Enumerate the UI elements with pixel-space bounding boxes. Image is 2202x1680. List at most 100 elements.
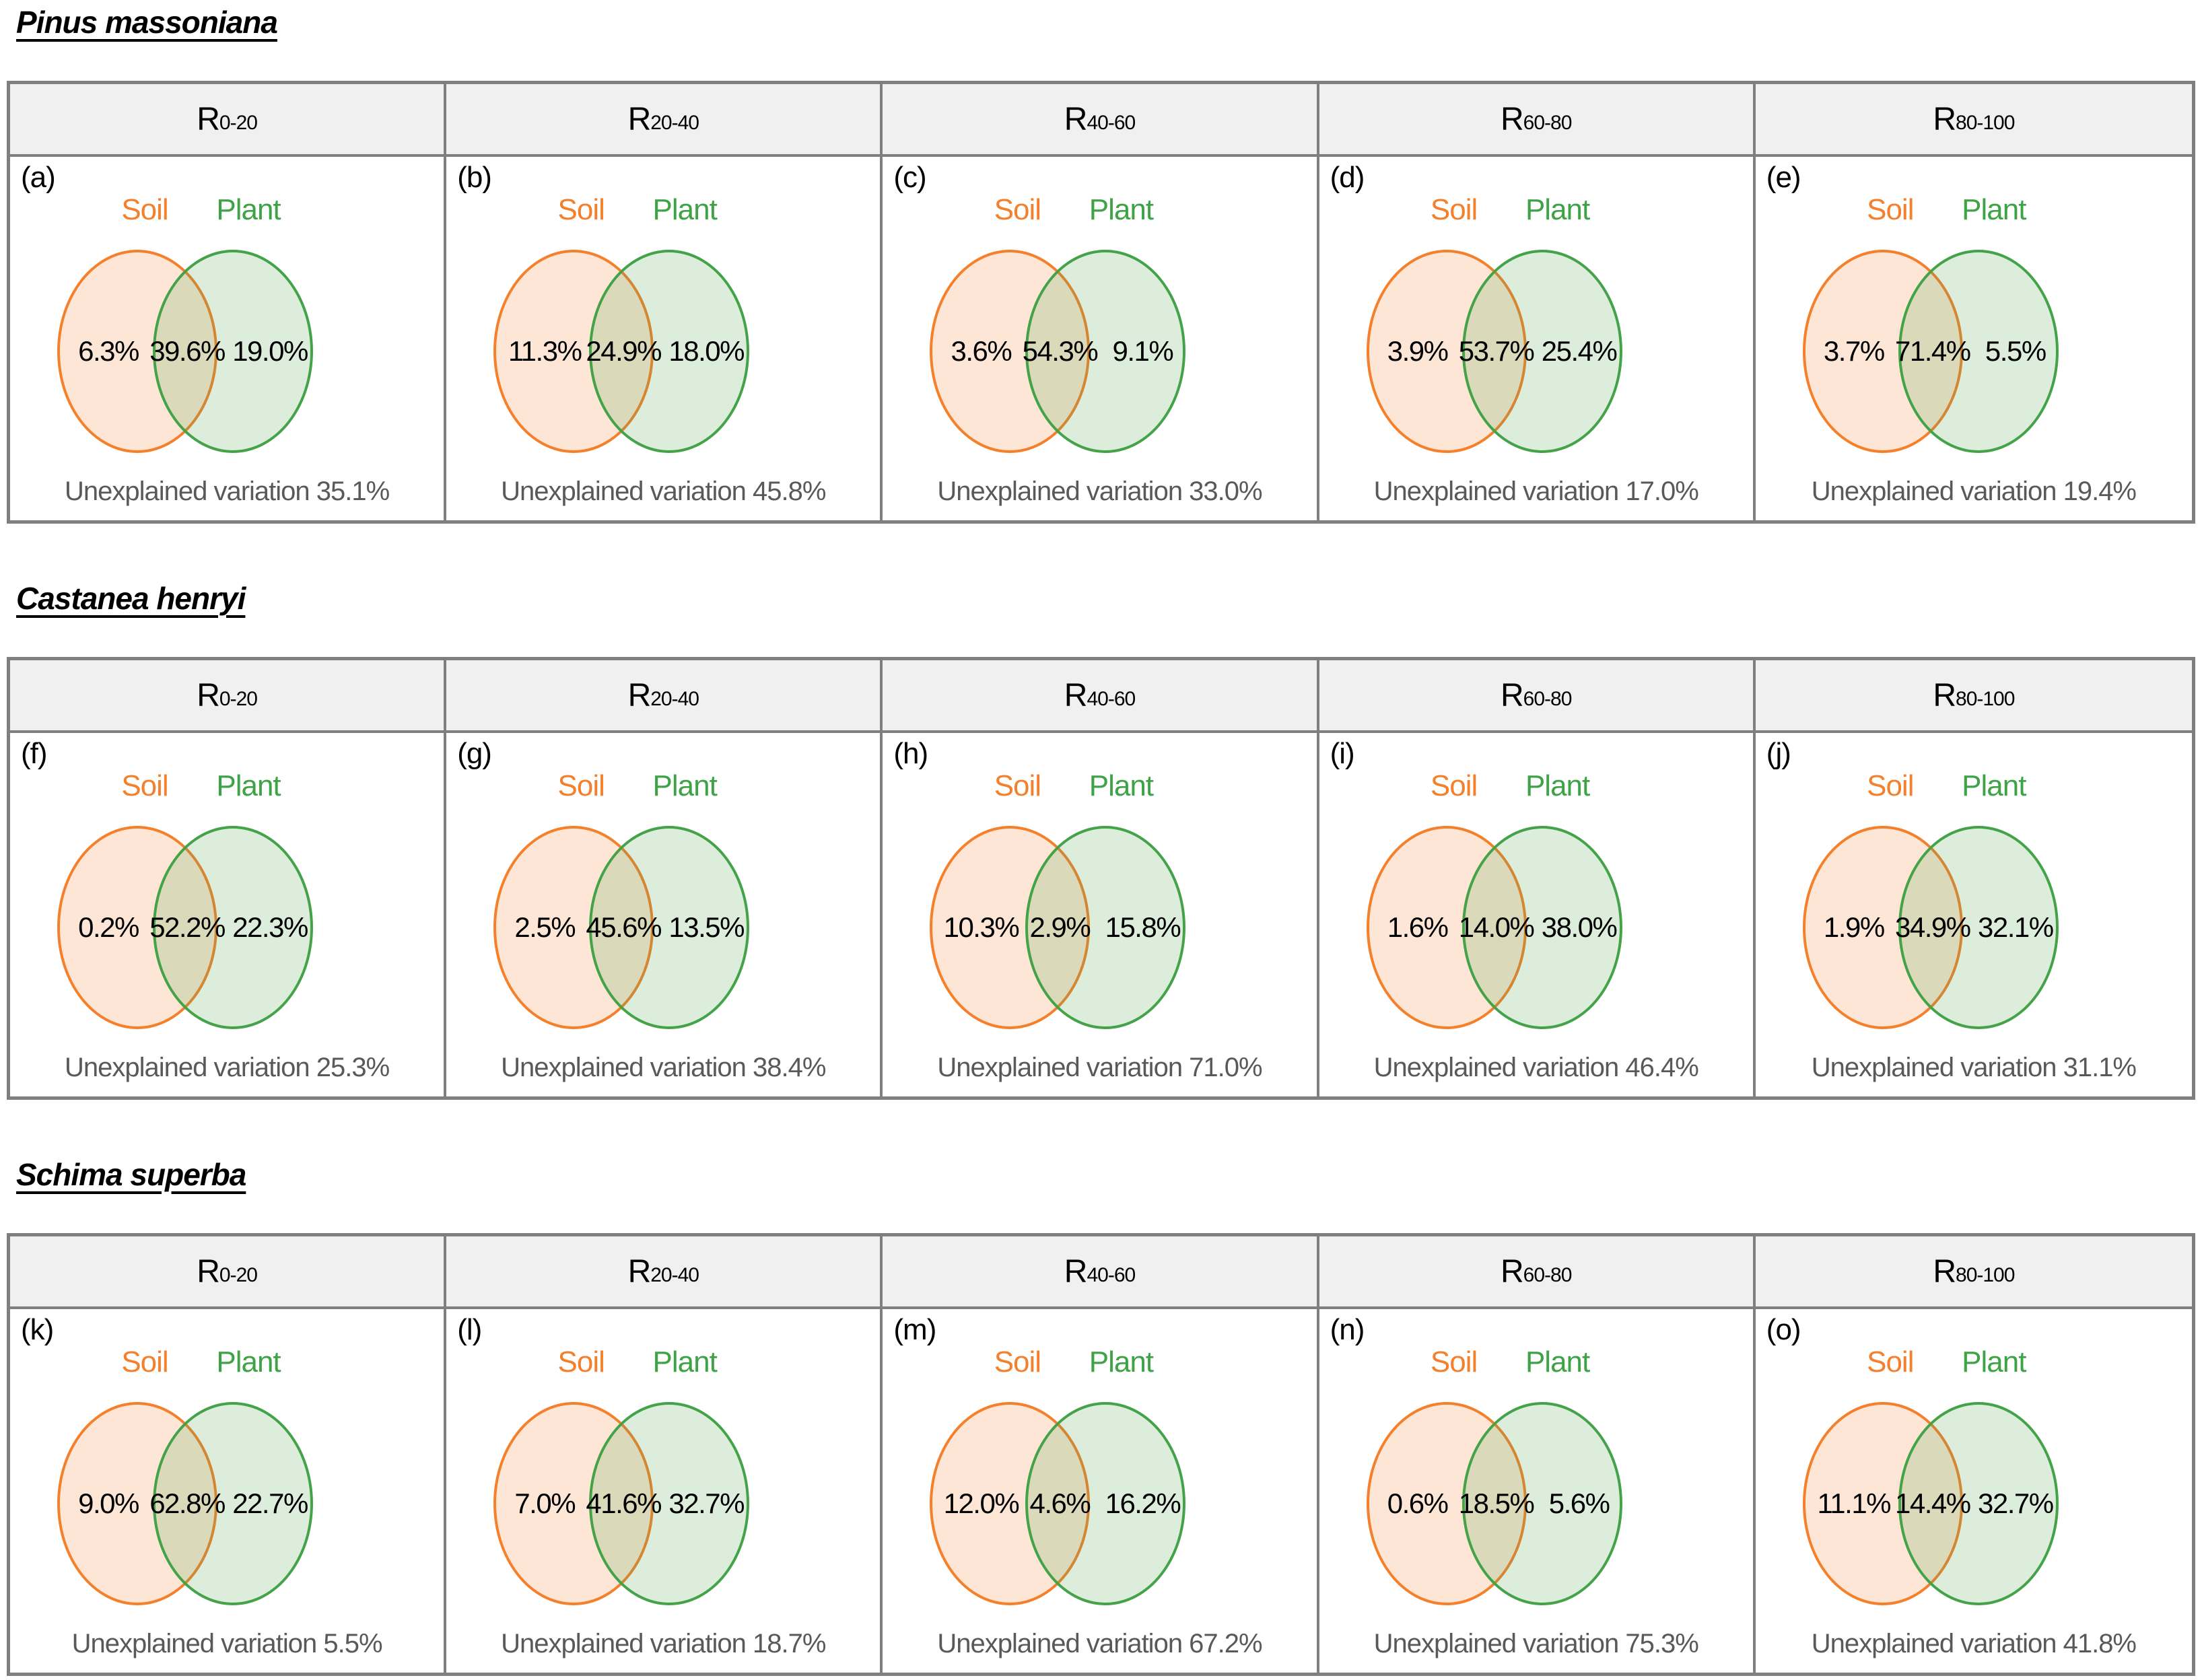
panel-letter: (j) (1766, 737, 1791, 770)
depth-header-r20-40: R 20-40 (446, 660, 883, 733)
depth-header-r0-20: R 0-20 (10, 660, 447, 733)
soil-label: Soil (1867, 1345, 1914, 1378)
depth-header-r20-40: R 20-40 (446, 1236, 883, 1309)
unexplained-variation-text: Unexplained variation 75.3% (1373, 1629, 1699, 1658)
unexplained-variation-text: Unexplained variation 45.8% (501, 477, 826, 506)
depth-header-base: R (197, 1253, 220, 1290)
panel-letter: (b) (457, 161, 492, 194)
depth-header-sub: 60-80 (1523, 688, 1573, 710)
venn-table: R 0-20 R 20-40 R 40-60 R 60-80 R 80-100 (f) S… (7, 657, 2195, 1100)
plant-label: Plant (1525, 1345, 1590, 1378)
soil-only-value: 7.0% (514, 1488, 576, 1519)
depth-header-r40-60: R 40-60 (883, 1236, 1319, 1309)
plant-label: Plant (216, 769, 281, 802)
depth-header-sub: 0-20 (219, 1264, 258, 1286)
plant-only-value: 25.4% (1541, 335, 1618, 367)
plant-label: Plant (652, 769, 718, 802)
plant-circle (153, 250, 313, 453)
depth-header-r60-80: R 60-80 (1319, 84, 1756, 157)
venn-table: R 0-20 R 20-40 R 40-60 R 60-80 R 80-100 (a) S… (7, 81, 2195, 524)
venn-panel-f: (f) Soil Plant 0.2% 52.2% 22.3% Unexplai… (10, 733, 447, 1096)
shared-value: 45.6% (586, 911, 662, 943)
venn-panel-a: (a) Soil Plant 6.3% 39.6% 19.0% Unexplai… (10, 157, 447, 520)
soil-only-value: 6.3% (78, 335, 139, 367)
venn-panel-h: (h) Soil Plant 10.3% 2.9% 15.8% Unexplai… (883, 733, 1319, 1096)
venn-panel-o: (o) Soil Plant 11.1% 14.4% 32.7% Unexpla… (1755, 1309, 2192, 1673)
unexplained-variation-text: Unexplained variation 25.3% (64, 1053, 390, 1082)
soil-only-value: 11.3% (508, 335, 582, 367)
unexplained-variation-text: Unexplained variation 71.0% (937, 1053, 1262, 1082)
depth-header-base: R (627, 101, 652, 137)
unexplained-variation-text: Unexplained variation 31.1% (1811, 1053, 2137, 1082)
depth-header-sub: 80-100 (1956, 1264, 2015, 1286)
shared-value: 62.8% (149, 1488, 226, 1519)
depth-header-sub: 20-40 (650, 1264, 699, 1286)
soil-label: Soil (1867, 193, 1914, 226)
depth-header-sub: 20-40 (650, 688, 699, 710)
venn-panel-k: (k) Soil Plant 9.0% 62.8% 22.7% Unexplai… (10, 1309, 447, 1673)
venn-panel-i: (i) Soil Plant 1.6% 14.0% 38.0% Unexplai… (1319, 733, 1756, 1096)
soil-label: Soil (1430, 769, 1478, 802)
panel-letter: (m) (893, 1313, 936, 1346)
panel-letter: (h) (893, 737, 928, 770)
unexplained-variation-text: Unexplained variation 17.0% (1373, 477, 1699, 506)
soil-label: Soil (1430, 1345, 1478, 1378)
venn-table: R 0-20 R 20-40 R 40-60 R 60-80 R 80-100 (k) S… (7, 1233, 2195, 1676)
species-title: Pinus massoniana (16, 5, 278, 40)
species-section-castanea-henryi: Castanea henryi R 0-20 R 20-40 R 40-60 R 60-… (7, 580, 2195, 1100)
plant-label: Plant (1962, 1345, 2026, 1378)
plant-label: Plant (1525, 193, 1590, 226)
panel-letter: (g) (457, 737, 492, 770)
depth-header-base: R (1064, 101, 1088, 137)
soil-only-value: 10.3% (943, 911, 1020, 943)
plant-circle (1461, 826, 1622, 1029)
shared-value: 14.4% (1895, 1488, 1971, 1519)
plant-only-value: 9.1% (1112, 335, 1174, 367)
panel-letter: (a) (21, 161, 56, 194)
depth-header-base: R (1933, 1253, 1956, 1290)
unexplained-variation-text: Unexplained variation 38.4% (501, 1053, 826, 1082)
soil-only-value: 0.2% (78, 911, 139, 943)
venn-panel-b: (b) Soil Plant 11.3% 24.9% 18.0% Unexpla… (446, 157, 883, 520)
shared-value: 4.6% (1029, 1488, 1091, 1519)
depth-header-base: R (197, 677, 220, 713)
soil-label: Soil (994, 193, 1041, 226)
plant-circle (153, 1402, 313, 1605)
plant-label: Plant (652, 1345, 718, 1378)
depth-header-r0-20: R 0-20 (10, 1236, 447, 1309)
depth-header-sub: 0-20 (219, 112, 258, 134)
plant-circle (589, 826, 750, 1029)
unexplained-variation-text: Unexplained variation 67.2% (937, 1629, 1262, 1658)
plant-only-value: 5.5% (1985, 335, 2046, 367)
plant-only-value: 13.5% (668, 911, 745, 943)
depth-header-base: R (1500, 101, 1524, 137)
depth-header-r60-80: R 60-80 (1319, 1236, 1756, 1309)
panel-letter: (o) (1766, 1313, 1801, 1346)
plant-only-value: 22.7% (232, 1488, 308, 1519)
plant-circle (1461, 1402, 1622, 1605)
unexplained-variation-text: Unexplained variation 33.0% (937, 477, 1262, 506)
plant-only-value: 16.2% (1105, 1488, 1181, 1519)
soil-only-value: 12.0% (943, 1488, 1020, 1519)
panel-letter: (n) (1330, 1313, 1365, 1346)
plant-only-value: 38.0% (1541, 911, 1618, 943)
depth-header-base: R (1933, 677, 1956, 713)
soil-label: Soil (1867, 769, 1914, 802)
shared-value: 71.4% (1895, 335, 1971, 367)
shared-value: 2.9% (1029, 911, 1091, 943)
plant-circle (1898, 1402, 2059, 1605)
plant-label: Plant (1089, 193, 1154, 226)
species-title: Castanea henryi (16, 581, 246, 616)
depth-header-sub: 40-60 (1087, 1264, 1136, 1286)
plant-label: Plant (1962, 769, 2026, 802)
species-section-schima-superba: Schima superba R 0-20 R 20-40 R 40-60 R 60-8… (7, 1156, 2195, 1676)
unexplained-variation-text: Unexplained variation 5.5% (71, 1629, 383, 1658)
panel-letter: (i) (1330, 737, 1355, 770)
shared-value: 53.7% (1458, 335, 1535, 367)
plant-only-value: 19.0% (232, 335, 308, 367)
venn-panel-d: (d) Soil Plant 3.9% 53.7% 25.4% Unexplai… (1319, 157, 1756, 520)
depth-header-sub: 60-80 (1523, 1264, 1573, 1286)
plant-label: Plant (1089, 1345, 1154, 1378)
plant-circle (153, 826, 313, 1029)
soil-label: Soil (994, 1345, 1041, 1378)
